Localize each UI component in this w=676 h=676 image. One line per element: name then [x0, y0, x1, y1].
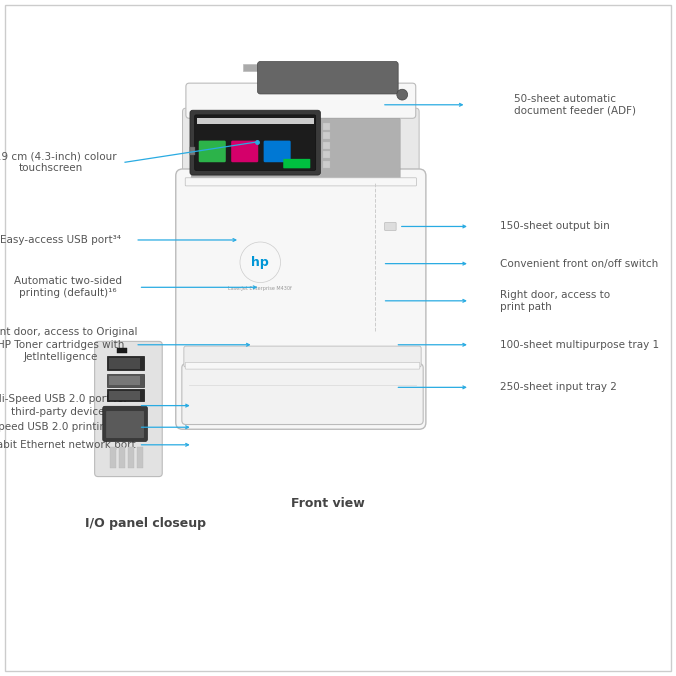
FancyBboxPatch shape	[258, 62, 398, 94]
Bar	[137, 447, 143, 468]
Text: hp: hp	[251, 256, 269, 269]
FancyBboxPatch shape	[191, 118, 400, 180]
FancyBboxPatch shape	[109, 358, 140, 369]
Bar	[117, 348, 127, 353]
Text: Easy-access USB port³⁴: Easy-access USB port³⁴	[1, 235, 121, 245]
FancyBboxPatch shape	[182, 364, 423, 425]
Text: Gigabit Ethernet network port: Gigabit Ethernet network port	[0, 440, 136, 450]
Circle shape	[240, 242, 281, 283]
Text: 150-sheet output bin: 150-sheet output bin	[500, 222, 610, 231]
Bar	[323, 151, 330, 158]
FancyBboxPatch shape	[109, 376, 140, 385]
FancyBboxPatch shape	[264, 141, 291, 162]
Bar	[323, 161, 330, 168]
FancyBboxPatch shape	[183, 108, 419, 186]
FancyBboxPatch shape	[231, 141, 258, 162]
Text: 100-sheet multipurpose tray 1: 100-sheet multipurpose tray 1	[500, 340, 659, 349]
FancyBboxPatch shape	[107, 356, 144, 370]
FancyBboxPatch shape	[185, 362, 420, 369]
Text: 250-sheet input tray 2: 250-sheet input tray 2	[500, 383, 617, 392]
FancyBboxPatch shape	[95, 341, 162, 477]
FancyBboxPatch shape	[186, 83, 416, 118]
FancyBboxPatch shape	[190, 110, 320, 175]
FancyBboxPatch shape	[199, 141, 226, 162]
FancyBboxPatch shape	[184, 346, 421, 367]
Bar	[323, 123, 330, 130]
Text: Automatic two-sided
printing (default)¹⁶: Automatic two-sided printing (default)¹⁶	[14, 276, 122, 299]
FancyBboxPatch shape	[185, 178, 416, 186]
Bar	[110, 447, 116, 468]
Text: Right door, access to
print path: Right door, access to print path	[500, 289, 610, 312]
Text: Front view: Front view	[291, 497, 365, 510]
FancyBboxPatch shape	[107, 389, 144, 401]
Text: Hi-Speed USB 2.0 port for
third-party devices: Hi-Speed USB 2.0 port for third-party de…	[0, 394, 128, 417]
Text: 10.9 cm (4.3-inch) colour
touchscreen: 10.9 cm (4.3-inch) colour touchscreen	[0, 151, 116, 174]
FancyBboxPatch shape	[385, 222, 396, 231]
FancyBboxPatch shape	[109, 391, 140, 400]
Bar	[323, 132, 330, 139]
FancyBboxPatch shape	[103, 406, 147, 441]
Bar	[197, 118, 314, 124]
Text: Convenient front on/off switch: Convenient front on/off switch	[500, 259, 658, 268]
Text: 50-sheet automatic
document feeder (ADF): 50-sheet automatic document feeder (ADF)	[514, 93, 635, 116]
Circle shape	[397, 89, 408, 100]
FancyBboxPatch shape	[283, 159, 310, 168]
Text: LaserJet Enterprise M430f: LaserJet Enterprise M430f	[228, 286, 292, 291]
Bar	[190, 147, 195, 155]
Text: Hi-Speed USB 2.0 printing port: Hi-Speed USB 2.0 printing port	[0, 422, 138, 432]
Polygon shape	[243, 64, 372, 71]
FancyBboxPatch shape	[195, 115, 316, 170]
Bar	[323, 142, 330, 149]
FancyBboxPatch shape	[176, 169, 426, 429]
Bar	[119, 447, 125, 468]
Text: Front door, access to Original
HP Toner cartridges with
JetIntelligence: Front door, access to Original HP Toner …	[0, 327, 138, 362]
FancyBboxPatch shape	[106, 411, 144, 438]
Bar	[128, 447, 134, 468]
Text: I/O panel closeup: I/O panel closeup	[85, 517, 206, 531]
FancyBboxPatch shape	[107, 374, 144, 387]
